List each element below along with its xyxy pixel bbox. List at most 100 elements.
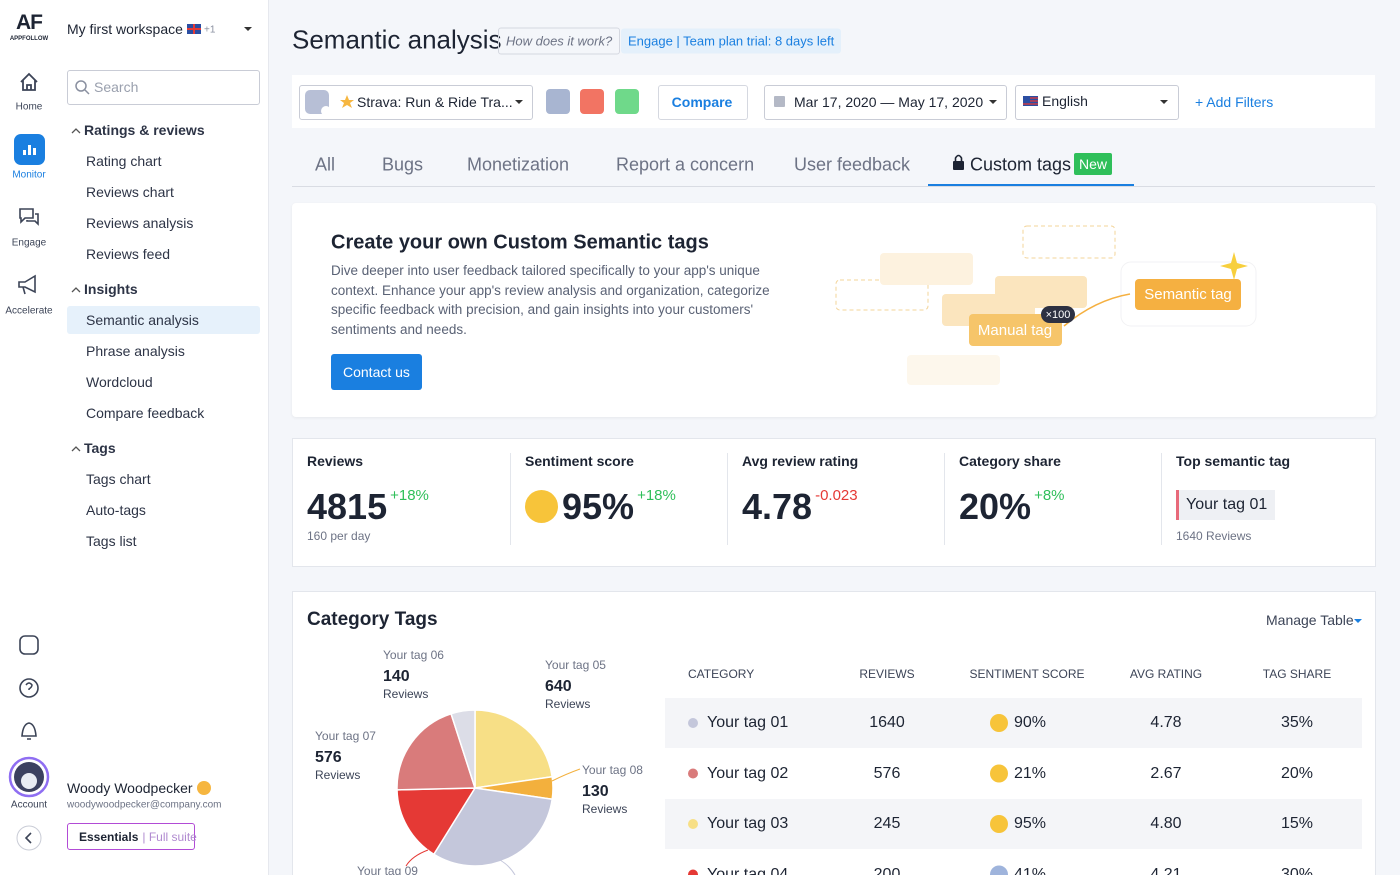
cell: 30% <box>1280 865 1314 875</box>
rail-label[interactable]: Home <box>15 101 43 113</box>
nav-item[interactable]: Reviews analysis <box>86 215 194 231</box>
cell-category: Your tag 01 <box>707 714 789 731</box>
stat-divider <box>727 453 728 545</box>
language: English <box>1042 93 1088 109</box>
plan-current: Essentials <box>79 829 139 844</box>
user-name: Woody Woodpecker <box>67 780 193 796</box>
new-badge: New <box>1074 153 1113 175</box>
nav-group[interactable]: Ratings & reviews <box>84 122 205 138</box>
nav-item[interactable]: Auto-tags <box>86 502 146 518</box>
stat-label: Sentiment score <box>525 453 634 469</box>
stat-value: 4.78 <box>742 486 813 527</box>
stat-label: Top semantic tag <box>1176 453 1291 469</box>
rail-label[interactable]: Accelerate <box>5 305 53 317</box>
workspace-extra: +1 <box>204 24 216 36</box>
compare-label[interactable]: Compare <box>671 94 733 110</box>
language-select[interactable] <box>1015 85 1179 120</box>
column-header: REVIEWS <box>859 667 915 681</box>
cell-sentiment: 90% <box>1014 714 1047 731</box>
tabs-baseline <box>292 186 1375 187</box>
stat-label: Avg review rating <box>742 453 859 469</box>
cell: 4.78 <box>1150 714 1182 731</box>
logo: AF <box>16 11 43 34</box>
cell-category: Your tag 03 <box>707 815 789 832</box>
rail-label[interactable]: Account <box>10 799 48 811</box>
date-select[interactable] <box>764 85 1007 120</box>
stat-value-row: 4815 +18% <box>307 485 429 529</box>
stat-value: 95% <box>562 486 635 527</box>
stat-label: Category share <box>959 453 1061 469</box>
nav-item[interactable]: Semantic analysis <box>86 312 199 328</box>
tab[interactable]: Custom tags <box>970 154 1072 175</box>
nav-panel <box>58 0 269 875</box>
tab[interactable]: Bugs <box>382 154 424 175</box>
cell: 1640 <box>869 714 905 731</box>
sentiment-emoji <box>525 490 558 523</box>
compare-button[interactable] <box>658 85 748 120</box>
nav-item[interactable]: Compare feedback <box>86 405 205 421</box>
cell-category: Your tag 04 <box>707 865 789 875</box>
stat-divider <box>1161 453 1162 545</box>
user-email: woodywoodpecker@company.com <box>67 799 222 811</box>
nav-group[interactable]: Insights <box>84 281 138 297</box>
lock-icon <box>953 161 964 170</box>
section-title: Category Tags <box>307 609 438 630</box>
help-link[interactable]: How does it work? <box>498 27 621 55</box>
column-header: SENTIMENT SCORE <box>969 667 1085 681</box>
rail-label[interactable]: Monitor <box>12 169 46 181</box>
app-name: Strava: Run & Ride Tra... <box>357 94 513 110</box>
nav-item[interactable]: Rating chart <box>86 153 162 169</box>
cell: 576 <box>873 764 901 782</box>
column-header: AVG RATING <box>1129 667 1203 681</box>
tab-underline <box>928 184 1134 186</box>
search-placeholder: Search <box>94 79 139 95</box>
nav-group[interactable]: Tags <box>84 440 116 456</box>
plan-alt: | Full suite <box>142 829 197 844</box>
cell-sentiment: 21% <box>1014 764 1047 782</box>
stat-value-row: 4.78 -0.023 <box>742 485 858 529</box>
plan-switch[interactable]: Essentials | Full suite <box>67 823 197 850</box>
cell: 35% <box>1280 714 1314 731</box>
app-select[interactable] <box>299 85 533 120</box>
contact-button[interactable]: Contact us <box>331 354 422 390</box>
nav-item[interactable]: Phrase analysis <box>86 343 185 359</box>
row-bg <box>665 698 1362 748</box>
cell: 2.67 <box>1150 764 1182 782</box>
tab[interactable]: Report a concern <box>616 154 755 175</box>
stat-delta: +8% <box>1034 487 1065 504</box>
nav-item[interactable]: Wordcloud <box>86 374 153 390</box>
add-filters[interactable]: + Add Filters <box>1195 94 1274 110</box>
stat-sub: 1640 Reviews <box>1176 529 1252 543</box>
cell-sentiment: 95% <box>1014 815 1047 832</box>
nav-item[interactable]: Tags chart <box>86 471 151 487</box>
cell: 4.80 <box>1150 815 1182 832</box>
column-header: CATEGORY <box>688 667 755 681</box>
column-header: TAG SHARE <box>1262 667 1332 681</box>
nav-item[interactable]: Reviews feed <box>86 246 171 262</box>
lock-shackle <box>954 154 963 161</box>
cell: 4.21 <box>1150 865 1182 875</box>
cell: 15% <box>1280 815 1314 832</box>
logo-sub: APPFOLLOW <box>9 36 49 42</box>
search-box[interactable] <box>67 70 260 105</box>
promo-title: Create your own Custom Semantic tags <box>331 231 709 254</box>
stat-value-row: 95% +18% <box>525 485 676 529</box>
promo-text: Dive deeper into user feedback tailored … <box>331 263 770 337</box>
rail-label[interactable]: Engage <box>11 237 47 249</box>
icon-rail <box>0 0 59 875</box>
trial-badge[interactable]: Engage | Team plan trial: 8 days left <box>621 28 842 54</box>
manage-table[interactable]: Manage Table <box>1266 612 1354 628</box>
tab[interactable]: All <box>315 154 336 175</box>
top-tag: Your tag 01 <box>1176 490 1276 520</box>
stat-value-row: 20% +8% <box>959 485 1065 529</box>
stat-delta: +18% <box>637 487 676 504</box>
tab[interactable]: Monetization <box>467 154 570 175</box>
tab[interactable]: User feedback <box>794 154 911 175</box>
nav-item[interactable]: Tags list <box>86 533 137 549</box>
nav-item[interactable]: Reviews chart <box>86 184 174 200</box>
stat-label: Reviews <box>307 453 364 469</box>
stat-delta: +18% <box>390 487 429 504</box>
nav-active-bg <box>67 306 260 334</box>
workspace-name[interactable]: My first workspace <box>67 21 183 37</box>
